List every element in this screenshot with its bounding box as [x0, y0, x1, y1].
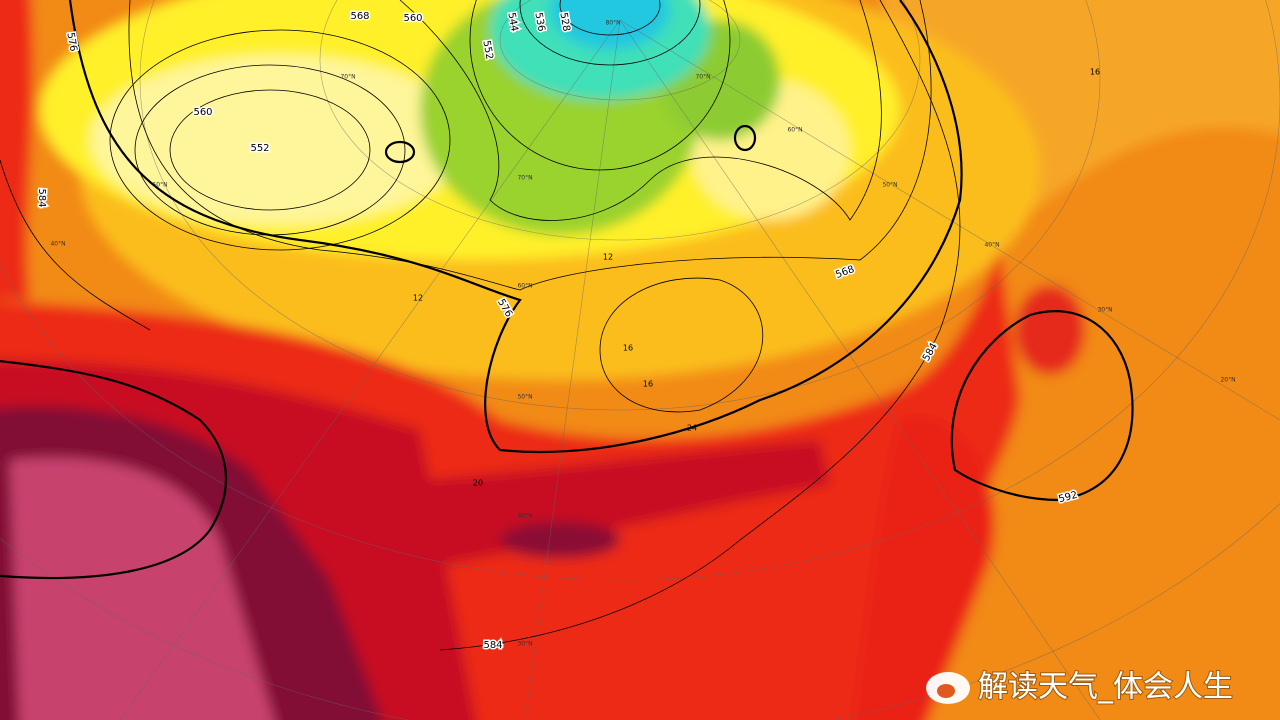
isoline-label: 584: [483, 640, 502, 651]
watermark: 解读天气_体会人生: [926, 669, 1234, 706]
contour: [950, 310, 1134, 502]
contour: [0, 0, 961, 651]
latitude-label: 60°N: [517, 283, 532, 290]
contour: [109, 29, 451, 251]
weibo-icon-eye: [937, 684, 955, 698]
latitude-label: 70°N: [340, 74, 355, 81]
isoline-label: 584: [36, 188, 47, 207]
isoline-label: 536: [532, 12, 546, 33]
isoline-label: 576: [64, 32, 78, 53]
latitude-label: 80°N: [605, 20, 620, 27]
isoline-label: 528: [557, 12, 571, 33]
latitude-label: 60°N: [787, 127, 802, 134]
temperature-label: 16: [1090, 68, 1100, 77]
field-light-yellow: [90, 55, 470, 225]
temperature-labels: 16 12 12 16 20 24 16: [413, 68, 1100, 488]
isoline-label: 560: [193, 107, 212, 118]
latitude-circle: [139, 0, 1101, 411]
temperature-label: 24: [687, 424, 697, 433]
latitude-circle: [0, 0, 1280, 581]
temperature-label: 20: [473, 479, 483, 488]
temperature-label: 16: [643, 380, 653, 389]
contour: [599, 277, 764, 413]
latitude-label: 50°N: [517, 394, 532, 401]
latitude-circle: [499, 0, 741, 101]
latitude-label: 20°N: [1220, 377, 1235, 384]
latitude-label: 50°N: [152, 182, 167, 189]
meridian: [119, 19, 1280, 720]
contour: [733, 124, 757, 152]
isoline-label: 552: [250, 143, 269, 154]
isoline-label: 544: [505, 12, 519, 33]
field-blue: [550, 0, 670, 50]
field-maroon: [500, 522, 620, 558]
contour: [0, 360, 228, 580]
watermark-text: 解读天气_体会人生: [978, 670, 1233, 705]
contour: [469, 0, 731, 171]
field-red: [852, 416, 995, 720]
contour: [169, 89, 371, 211]
field-red: [1015, 285, 1085, 375]
contour: [559, 0, 661, 36]
isoline-label: 560: [403, 13, 422, 24]
contour: [519, 0, 701, 66]
field-pink: [10, 457, 274, 720]
latitude-label: 30°N: [517, 641, 532, 648]
latitude-label: 40°N: [517, 513, 532, 520]
contour: [128, 0, 932, 291]
latitude-circle: [319, 0, 921, 241]
latitude-label: 30°N: [1097, 307, 1112, 314]
temperature-label: 12: [413, 294, 423, 303]
field-red: [0, 0, 33, 300]
latitude-label: 40°N: [50, 241, 65, 248]
latitude-label: 70°N: [695, 74, 710, 81]
contour: [68, 0, 963, 454]
contour: [399, 0, 882, 221]
contours: [0, 0, 1134, 651]
isoline-label: 552: [480, 40, 494, 61]
temperature-label: 16: [623, 344, 633, 353]
latitude-label: 70°N: [517, 175, 532, 182]
latitude-label: 40°N: [984, 242, 999, 249]
temperature-label: 12: [603, 253, 613, 262]
isoline-label: 568: [350, 11, 369, 22]
latitude-label: 50°N: [882, 182, 897, 189]
contour: [384, 140, 416, 164]
latitude-labels: 80°N 70°N 60°N 50°N 40°N 30°N 20°N 70°N …: [50, 20, 1235, 648]
